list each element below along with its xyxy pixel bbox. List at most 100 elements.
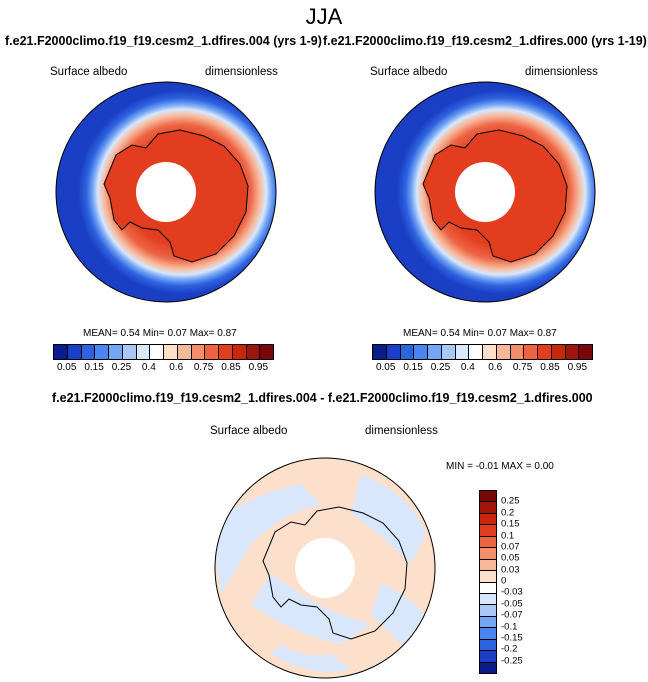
colorbar-swatch — [441, 345, 456, 359]
colorbar-tick-label: 0.05 — [501, 552, 520, 564]
colorbar-tick-label: 0.07 — [501, 541, 520, 553]
colorbar-tick-label: 0.15 — [403, 362, 423, 373]
diff-polar-map — [214, 457, 436, 679]
colorbar-swatch — [428, 345, 442, 359]
left-colorbar — [53, 344, 274, 360]
colorbar-swatch — [469, 345, 483, 359]
colorbar-tick-label: -0.2 — [501, 643, 518, 655]
left-panel-title: f.e21.F2000climo.f19_f19.cesm2_1.dfires.… — [5, 34, 322, 48]
colorbar-swatch — [373, 345, 387, 359]
right-polar-map — [374, 81, 596, 303]
colorbar-tick-label: 0.85 — [221, 362, 241, 373]
colorbar-tick-label: 0 — [501, 575, 507, 587]
colorbar-swatch — [480, 548, 496, 560]
diff-colorbar-labels: 0.25 0.2 0.15 0.1 0.07 0.05 0.03 0 -0.03 -0.05 -0.… — [501, 490, 541, 672]
colorbar-tick-label: -0.1 — [501, 621, 518, 632]
colorbar-swatch — [480, 605, 496, 617]
colorbar-swatch — [95, 345, 109, 359]
colorbar-swatch — [136, 345, 151, 359]
colorbar-swatch — [177, 345, 192, 359]
right-colorbar-labels: 0.05 0.15 0.25 0.4 0.6 0.75 0.85 0.95 — [372, 362, 591, 376]
colorbar-swatch — [510, 345, 525, 359]
colorbar-tick-label: -0.15 — [501, 632, 523, 644]
left-colorbar-labels: 0.05 0.15 0.25 0.4 0.6 0.75 0.85 0.95 — [53, 362, 272, 376]
colorbar-tick-label: 0.25 — [501, 495, 520, 507]
colorbar-swatch — [246, 345, 261, 359]
colorbar-swatch — [54, 345, 68, 359]
colorbar-tick-label: 0.15 — [84, 362, 104, 373]
colorbar-swatch — [496, 345, 511, 359]
colorbar-swatch — [122, 345, 137, 359]
left-stats: MEAN= 0.54 Min= 0.07 Max= 0.87 — [83, 328, 237, 339]
colorbar-tick-label: -0.03 — [501, 586, 523, 598]
diff-panel-title: f.e21.F2000climo.f19_f19.cesm2_1.dfires.… — [52, 391, 593, 405]
colorbar-swatch — [480, 571, 496, 583]
colorbar-swatch — [524, 345, 538, 359]
colorbar-swatch — [480, 628, 496, 640]
right-units-label: dimensionless — [525, 66, 598, 78]
colorbar-swatch — [480, 593, 496, 606]
colorbar-swatch — [386, 345, 401, 359]
right-panel-title: f.e21.F2000climo.f19_f19.cesm2_1.dfires.… — [323, 34, 647, 48]
colorbar-tick-label: 0.25 — [111, 362, 132, 373]
left-units-label: dimensionless — [205, 66, 278, 78]
left-var-label: Surface albedo — [50, 66, 128, 78]
right-var-label: Surface albedo — [370, 66, 448, 78]
colorbar-swatch — [480, 662, 496, 673]
colorbar-tick-label: 0.75 — [193, 362, 214, 373]
colorbar-tick-label: 0.4 — [141, 362, 156, 373]
colorbar-swatch — [579, 345, 592, 359]
colorbar-tick-label: 0.15 — [501, 518, 520, 530]
colorbar-swatch — [400, 345, 415, 359]
colorbar-tick-label: -0.05 — [501, 598, 523, 610]
colorbar-swatch — [480, 536, 496, 549]
colorbar-swatch — [480, 525, 496, 537]
colorbar-swatch — [205, 345, 219, 359]
diff-units-label: dimensionless — [365, 425, 438, 437]
colorbar-tick-label: -0.25 — [501, 655, 523, 667]
colorbar-swatch — [483, 345, 497, 359]
colorbar-swatch — [260, 345, 273, 359]
diff-colorbar — [479, 490, 497, 674]
colorbar-swatch — [480, 582, 496, 594]
colorbar-swatch — [565, 345, 580, 359]
colorbar-swatch — [81, 345, 96, 359]
colorbar-tick-label: 0.03 — [501, 564, 520, 576]
colorbar-tick-label: 0.85 — [540, 362, 560, 373]
colorbar-tick-label: 0.1 — [501, 530, 515, 541]
colorbar-tick-label: 0.25 — [430, 362, 451, 373]
colorbar-swatch — [480, 502, 496, 514]
colorbar-swatch — [232, 345, 247, 359]
figure-title: JJA — [305, 4, 343, 29]
diff-var-label: Surface albedo — [210, 425, 288, 437]
colorbar-swatch — [480, 651, 496, 663]
colorbar-tick-label: 0.95 — [248, 362, 269, 373]
colorbar-tick-label: 0.95 — [567, 362, 588, 373]
colorbar-tick-label: 0.05 — [56, 362, 77, 373]
colorbar-swatch — [538, 345, 552, 359]
colorbar-swatch — [480, 491, 496, 503]
colorbar-tick-label: 0.05 — [375, 362, 396, 373]
colorbar-swatch — [191, 345, 206, 359]
colorbar-tick-label: -0.07 — [501, 609, 523, 621]
colorbar-swatch — [480, 559, 496, 572]
colorbar-swatch — [150, 345, 164, 359]
colorbar-swatch — [480, 616, 496, 629]
colorbar-tick-label: 0.4 — [460, 362, 475, 373]
colorbar-swatch — [414, 345, 428, 359]
colorbar-swatch — [455, 345, 470, 359]
left-polar-map — [55, 81, 277, 303]
colorbar-tick-label: 0.6 — [488, 362, 503, 373]
colorbar-swatch — [109, 345, 123, 359]
diff-stats: MIN = -0.01 MAX = 0.00 — [446, 461, 554, 472]
colorbar-swatch — [480, 513, 496, 526]
colorbar-swatch — [480, 639, 496, 652]
colorbar-tick-label: 0.2 — [501, 507, 515, 519]
colorbar-swatch — [67, 345, 82, 359]
colorbar-swatch — [164, 345, 178, 359]
right-colorbar — [372, 344, 593, 360]
colorbar-tick-label: 0.75 — [512, 362, 533, 373]
colorbar-tick-label: 0.6 — [169, 362, 184, 373]
colorbar-swatch — [219, 345, 233, 359]
colorbar-swatch — [551, 345, 566, 359]
